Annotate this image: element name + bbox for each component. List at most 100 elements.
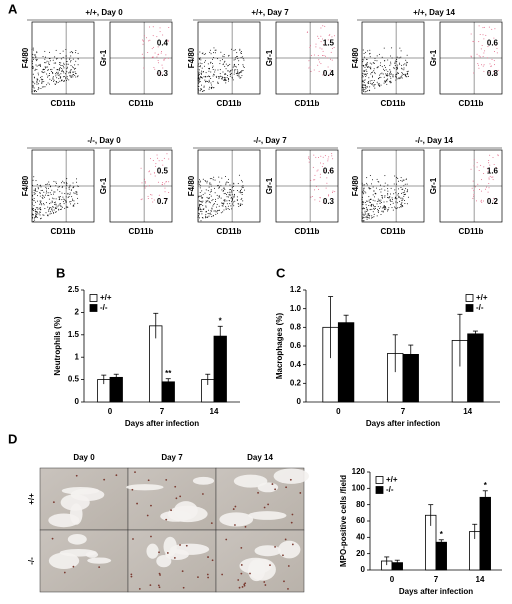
dot [491, 176, 493, 178]
dot [480, 48, 482, 50]
dot [331, 155, 333, 157]
dot [371, 215, 373, 217]
dot [39, 200, 41, 202]
dot [224, 79, 226, 81]
dot [368, 81, 370, 83]
dot [371, 204, 373, 206]
dot [236, 196, 238, 198]
x-tick-label: 14 [476, 575, 485, 584]
dot [63, 72, 65, 74]
dot [378, 53, 380, 55]
dot [205, 205, 207, 207]
dot [209, 194, 211, 196]
dot [368, 83, 370, 85]
dot [200, 72, 202, 74]
dot [35, 213, 37, 215]
dot [51, 210, 53, 212]
dot [55, 207, 57, 209]
dot [32, 49, 34, 51]
dot [165, 54, 167, 56]
stain [197, 576, 199, 578]
lumen [60, 494, 90, 511]
dot [372, 62, 374, 64]
dot [73, 205, 75, 207]
y-tick-label: 1.2 [290, 285, 302, 294]
dot [397, 68, 399, 70]
dot [53, 198, 55, 200]
dot [34, 201, 36, 203]
stain [232, 508, 235, 510]
dot [217, 197, 219, 199]
dot [492, 200, 494, 202]
flow-title: +/+, Day 7 [251, 8, 289, 17]
dot [204, 79, 206, 81]
dot [197, 80, 199, 82]
dot [65, 73, 67, 75]
dot [46, 188, 48, 190]
y-tick-label: 0.6 [290, 341, 302, 350]
dot [315, 43, 317, 45]
dot [322, 38, 324, 40]
dot [382, 73, 384, 75]
error-bar [428, 504, 434, 526]
lumen [174, 501, 198, 520]
dot [231, 68, 233, 70]
dot [56, 77, 58, 79]
dot [309, 45, 311, 47]
dot [205, 206, 207, 208]
dot [376, 178, 378, 180]
dot [366, 210, 368, 212]
dot [54, 83, 56, 85]
dot [372, 217, 374, 219]
dot [231, 72, 233, 74]
y-axis-label: F4/80 [21, 47, 30, 68]
dot [49, 185, 51, 187]
dot [72, 205, 74, 207]
dot [496, 52, 498, 54]
dot [236, 71, 238, 73]
dot [488, 160, 490, 162]
dot [470, 55, 472, 57]
dot [57, 189, 59, 191]
dot [224, 200, 226, 202]
legend-label: -/- [100, 303, 108, 312]
dot [329, 170, 331, 172]
dot [361, 90, 363, 92]
lumen [126, 484, 164, 491]
dot [383, 70, 385, 72]
stain [103, 478, 106, 481]
dot [221, 202, 223, 204]
stain [243, 584, 246, 587]
dot [201, 90, 203, 92]
dot [228, 200, 230, 202]
dot [154, 68, 156, 70]
dot [236, 73, 238, 75]
dot [236, 75, 238, 77]
dot [371, 205, 373, 207]
dot [219, 63, 221, 65]
dot [45, 202, 47, 204]
dot [210, 213, 212, 215]
dot [197, 91, 199, 93]
dot [386, 210, 388, 212]
dot [63, 203, 65, 205]
dot [366, 85, 368, 87]
dot [400, 67, 402, 69]
dot [52, 197, 54, 199]
dot [148, 171, 150, 173]
dot [44, 58, 46, 60]
dot [326, 182, 328, 184]
dot [62, 201, 64, 203]
dot [44, 71, 46, 73]
dot [57, 73, 59, 75]
dot [47, 215, 49, 217]
dot [380, 191, 382, 193]
dot [48, 194, 50, 196]
dot [201, 70, 203, 72]
dot [198, 82, 200, 84]
dot [313, 179, 315, 181]
dot [239, 49, 241, 51]
dot [389, 200, 391, 202]
dot [66, 206, 68, 208]
dot [390, 82, 392, 84]
